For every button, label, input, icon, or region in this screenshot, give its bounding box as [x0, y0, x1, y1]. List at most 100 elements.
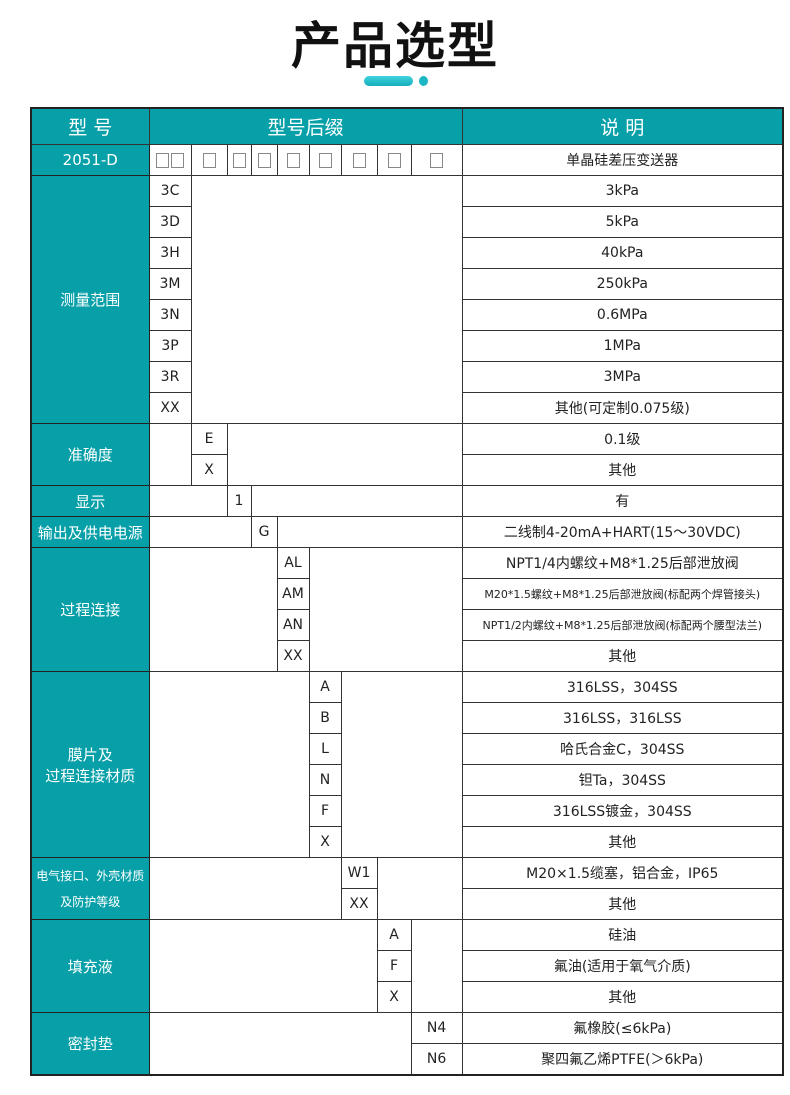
- option-code: X: [190, 454, 228, 486]
- header-description: 说 明: [461, 107, 784, 145]
- option-code: W1: [340, 857, 378, 889]
- placeholder-box: [352, 152, 366, 168]
- empty-cell: [148, 516, 252, 548]
- option-row: 密封垫 N4 氟橡胶(≤6kPa): [30, 1012, 784, 1076]
- empty-cell: [308, 547, 463, 672]
- option-description: 钽Ta，304SS: [461, 764, 784, 796]
- option-row: 填充液 A 硅油: [30, 919, 784, 1013]
- option-code: XX: [148, 392, 192, 424]
- option-row: 3R 3MPa: [31, 361, 784, 393]
- suffix-placeholder-6: [308, 144, 342, 176]
- option-row: B 316LSS，316LSS: [31, 702, 784, 734]
- title-decoration-bar: [364, 76, 413, 86]
- empty-cell: [148, 485, 228, 517]
- option-row: XX 其他(可定制0.075级): [31, 392, 784, 424]
- option-description: 250kPa: [461, 268, 784, 300]
- group-label: 测量范围: [30, 175, 150, 424]
- option-code: 3N: [148, 299, 192, 331]
- option-code: XX: [340, 888, 378, 920]
- option-description: 316LSS镀金，304SS: [461, 795, 784, 827]
- group-label: 准确度: [30, 423, 150, 486]
- option-row: 输出及供电电源 G 二线制4-20mA+HART(15～30VDC): [30, 516, 784, 548]
- option-description: 316LSS，304SS: [461, 671, 784, 703]
- placeholder-box: [387, 152, 401, 168]
- header-row: 型 号 型号后缀 说 明: [30, 107, 784, 145]
- title-decoration-dot: [419, 76, 428, 86]
- option-description: 其他(可定制0.075级): [461, 392, 784, 424]
- empty-cell: [376, 857, 463, 920]
- option-code: 1: [226, 485, 252, 517]
- option-code: 3H: [148, 237, 192, 269]
- group-label: 电气接口、外壳材质 及防护等级: [30, 857, 150, 920]
- option-row: 3M 250kPa: [31, 268, 784, 300]
- option-row: 准确度 E 0.1级: [30, 423, 784, 486]
- option-description: 0.6MPa: [461, 299, 784, 331]
- option-description: 其他: [461, 454, 784, 486]
- option-row: 测量范围 3C 3kPa: [30, 175, 784, 424]
- option-description: 其他: [461, 826, 784, 858]
- option-code: F: [308, 795, 342, 827]
- selection-table: 型 号 型号后缀 说 明 2051-D 单晶硅差压变送器 测量范围 3C 3kPa 3…: [30, 107, 784, 1076]
- empty-cell: [276, 516, 463, 548]
- option-code: 3M: [148, 268, 192, 300]
- page-title: 产品选型: [291, 17, 499, 75]
- empty-cell: [340, 671, 463, 858]
- option-code: L: [308, 733, 342, 765]
- empty-cell: [148, 423, 192, 486]
- option-description: 1MPa: [461, 330, 784, 362]
- option-code: F: [376, 950, 412, 982]
- empty-cell: [226, 423, 463, 486]
- option-code: N: [308, 764, 342, 796]
- option-code: B: [308, 702, 342, 734]
- option-description: 氟油(适用于氧气介质): [461, 950, 784, 982]
- option-row: N6 聚四氟乙烯PTFE(＞6kPa): [31, 1043, 784, 1076]
- placeholder-box: [257, 152, 271, 168]
- option-row: 过程连接 AL NPT1/4内螺纹+M8*1.25后部泄放阀: [30, 547, 784, 672]
- group-label: 显示: [30, 485, 150, 517]
- suffix-placeholder-5: [276, 144, 310, 176]
- option-description: 其他: [461, 640, 784, 672]
- suffix-placeholder-3: [226, 144, 252, 176]
- option-code: G: [250, 516, 278, 548]
- header-model: 型 号: [30, 107, 150, 145]
- option-description: 3MPa: [461, 361, 784, 393]
- option-code: 3P: [148, 330, 192, 362]
- empty-cell: [250, 485, 463, 517]
- option-description: NPT1/2内螺纹+M8*1.25后部泄放阀(标配两个腰型法兰): [461, 609, 784, 641]
- base-model-row: 2051-D 单晶硅差压变送器: [30, 144, 784, 176]
- option-code: E: [190, 423, 228, 455]
- option-row: AM M20*1.5螺纹+M8*1.25后部泄放阀(标配两个焊管接头): [31, 578, 784, 610]
- base-model: 2051-D: [30, 144, 150, 176]
- empty-cell: [190, 175, 463, 424]
- option-code: X: [376, 981, 412, 1013]
- group-label: 过程连接: [30, 547, 150, 672]
- placeholder-box: [156, 152, 169, 168]
- placeholder-box: [202, 152, 216, 168]
- placeholder-box: [286, 152, 300, 168]
- option-description: 哈氏合金C，304SS: [461, 733, 784, 765]
- option-description: 其他: [461, 888, 784, 920]
- option-row: X 其他: [31, 454, 784, 486]
- option-description: M20×1.5缆塞，铝合金，IP65: [461, 857, 784, 889]
- placeholder-box: [232, 152, 246, 168]
- option-description: NPT1/4内螺纹+M8*1.25后部泄放阀: [461, 547, 784, 579]
- option-code: N4: [410, 1012, 463, 1044]
- option-row: 3N 0.6MPa: [31, 299, 784, 331]
- option-code: AN: [276, 609, 310, 641]
- option-code: N6: [410, 1043, 463, 1076]
- option-description: 0.1级: [461, 423, 784, 455]
- option-code: 3D: [148, 206, 192, 238]
- option-description: M20*1.5螺纹+M8*1.25后部泄放阀(标配两个焊管接头): [461, 578, 784, 610]
- option-description: 二线制4-20mA+HART(15～30VDC): [461, 516, 784, 548]
- option-code: XX: [276, 640, 310, 672]
- option-row: X 其他: [31, 981, 784, 1013]
- option-code: AM: [276, 578, 310, 610]
- option-code: A: [376, 919, 412, 951]
- suffix-placeholder-8: [376, 144, 412, 176]
- group-label: 输出及供电电源: [30, 516, 150, 548]
- empty-cell: [148, 857, 342, 920]
- option-code: A: [308, 671, 342, 703]
- empty-cell: [148, 1012, 412, 1076]
- suffix-placeholder-1: [148, 144, 192, 176]
- group-label: 填充液: [30, 919, 150, 1013]
